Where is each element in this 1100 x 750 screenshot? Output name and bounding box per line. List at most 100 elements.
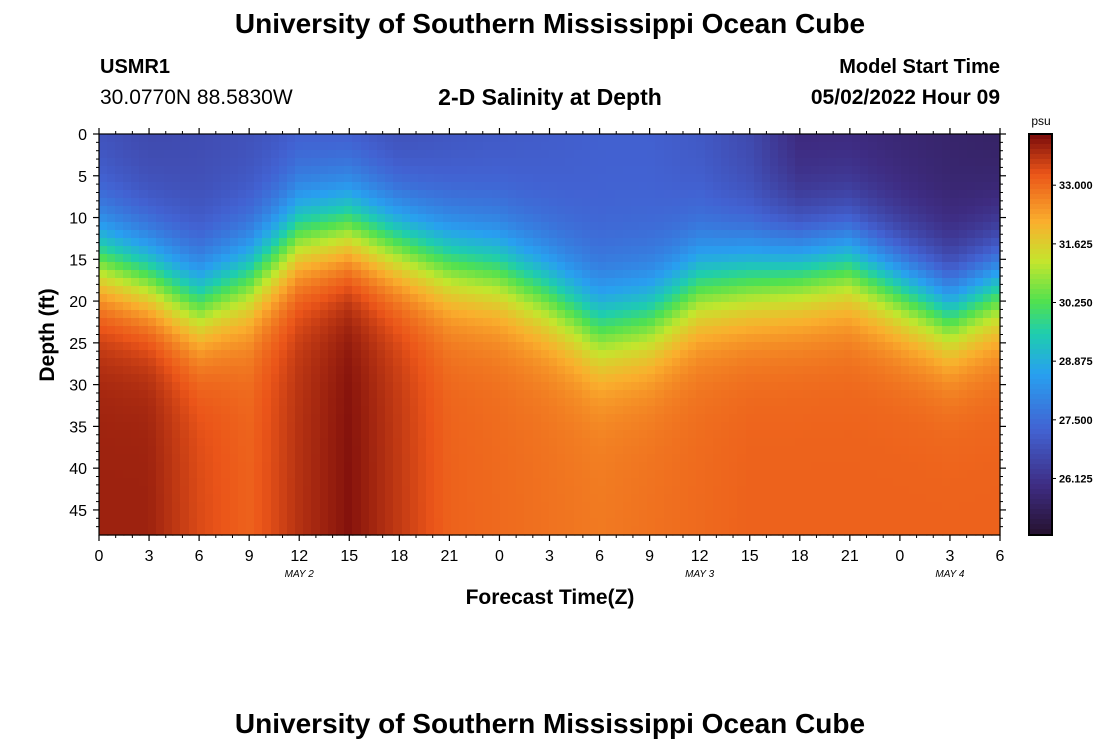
heatmap-cell	[107, 134, 117, 144]
heatmap-cell	[860, 190, 870, 200]
heatmap-cell	[844, 150, 854, 160]
heatmap-cell	[655, 406, 666, 416]
heatmap-cell	[541, 454, 551, 464]
heatmap-cell	[221, 438, 232, 448]
heatmap-cell	[336, 310, 346, 320]
heatmap-cell	[795, 214, 805, 224]
heatmap-cell	[238, 382, 248, 392]
heatmap-cell	[819, 302, 829, 312]
heatmap-cell	[328, 214, 338, 224]
heatmap-cell	[541, 342, 551, 352]
heatmap-cell	[451, 382, 461, 392]
heatmap-cell	[615, 502, 625, 512]
heatmap-cell	[615, 230, 625, 240]
heatmap-cell	[361, 366, 371, 376]
heatmap-cell	[189, 182, 199, 192]
heatmap-cell	[254, 182, 264, 192]
heatmap-cell	[434, 390, 445, 400]
heatmap-cell	[770, 174, 780, 184]
heatmap-cell	[189, 502, 199, 512]
heatmap-cell	[213, 206, 223, 216]
heatmap-cell	[746, 302, 756, 312]
heatmap-cell	[770, 430, 780, 440]
heatmap-cell	[770, 406, 780, 416]
heatmap-cell	[443, 206, 453, 216]
heatmap-cell	[590, 222, 600, 232]
heatmap-cell	[262, 254, 273, 264]
heatmap-cell	[819, 166, 829, 176]
heatmap-cell	[508, 278, 518, 288]
heatmap-cell	[639, 190, 649, 200]
heatmap-cell	[598, 334, 608, 344]
heatmap-cell	[762, 406, 772, 416]
heatmap-cell	[303, 278, 313, 288]
heatmap-cell	[402, 230, 412, 240]
heatmap-cell	[369, 166, 379, 176]
heatmap-cell	[361, 526, 371, 536]
heatmap-cell	[115, 430, 125, 440]
heatmap-cell	[655, 222, 666, 232]
heatmap-cell	[729, 470, 739, 480]
heatmap-cell	[508, 454, 518, 464]
heatmap-cell	[443, 494, 453, 504]
heatmap-cell	[639, 518, 649, 528]
heatmap-cell	[631, 166, 641, 176]
heatmap-cell	[107, 214, 117, 224]
heatmap-cell	[664, 174, 674, 184]
heatmap-cell	[860, 278, 870, 288]
heatmap-cell	[729, 446, 739, 456]
heatmap-cell	[205, 254, 215, 264]
heatmap-cell	[713, 374, 723, 384]
heatmap-cell	[500, 310, 510, 320]
heatmap-cell	[631, 278, 641, 288]
heatmap-cell	[123, 190, 133, 200]
heatmap-cell	[803, 326, 813, 336]
heatmap-cell	[221, 230, 232, 240]
heatmap-cell	[492, 270, 502, 280]
heatmap-cell	[827, 358, 838, 368]
heatmap-cell	[328, 182, 338, 192]
heatmap-cell	[541, 478, 551, 488]
heatmap-cell	[754, 430, 764, 440]
heatmap-cell	[631, 302, 641, 312]
heatmap-cell	[246, 358, 256, 368]
heatmap-cell	[524, 222, 535, 232]
heatmap-cell	[205, 478, 215, 488]
heatmap-cell	[639, 470, 649, 480]
heatmap-cell	[434, 222, 445, 232]
heatmap-cell	[148, 478, 158, 488]
heatmap-cell	[696, 182, 707, 192]
heatmap-cell	[262, 286, 273, 296]
heatmap-cell	[746, 198, 756, 208]
heatmap-cell	[901, 366, 911, 376]
heatmap-cell	[705, 190, 715, 200]
heatmap-cell	[598, 262, 608, 272]
heatmap-cell	[393, 158, 404, 168]
heatmap-cell	[344, 478, 354, 488]
heatmap-cell	[533, 222, 543, 232]
heatmap-cell	[852, 318, 862, 328]
heatmap-cell	[156, 454, 166, 464]
heatmap-cell	[377, 134, 387, 144]
heatmap-cell	[418, 174, 428, 184]
heatmap-cell	[123, 262, 133, 272]
heatmap-cell	[434, 342, 445, 352]
heatmap-cell	[99, 366, 109, 376]
heatmap-cell	[99, 438, 109, 448]
heatmap-cell	[295, 510, 305, 520]
heatmap-cell	[123, 374, 133, 384]
heatmap-cell	[737, 478, 748, 488]
heatmap-cell	[565, 222, 576, 232]
heatmap-cell	[524, 246, 535, 256]
heatmap-cell	[516, 526, 526, 536]
heatmap-cell	[647, 318, 657, 328]
heatmap-cell	[139, 502, 150, 512]
heatmap-cell	[295, 150, 305, 160]
heatmap-cell	[647, 150, 657, 160]
heatmap-cell	[787, 430, 797, 440]
heatmap-cell	[516, 486, 526, 496]
heatmap-cell	[868, 246, 879, 256]
heatmap-cell	[623, 414, 633, 424]
heatmap-cell	[746, 318, 756, 328]
heatmap-cell	[492, 470, 502, 480]
